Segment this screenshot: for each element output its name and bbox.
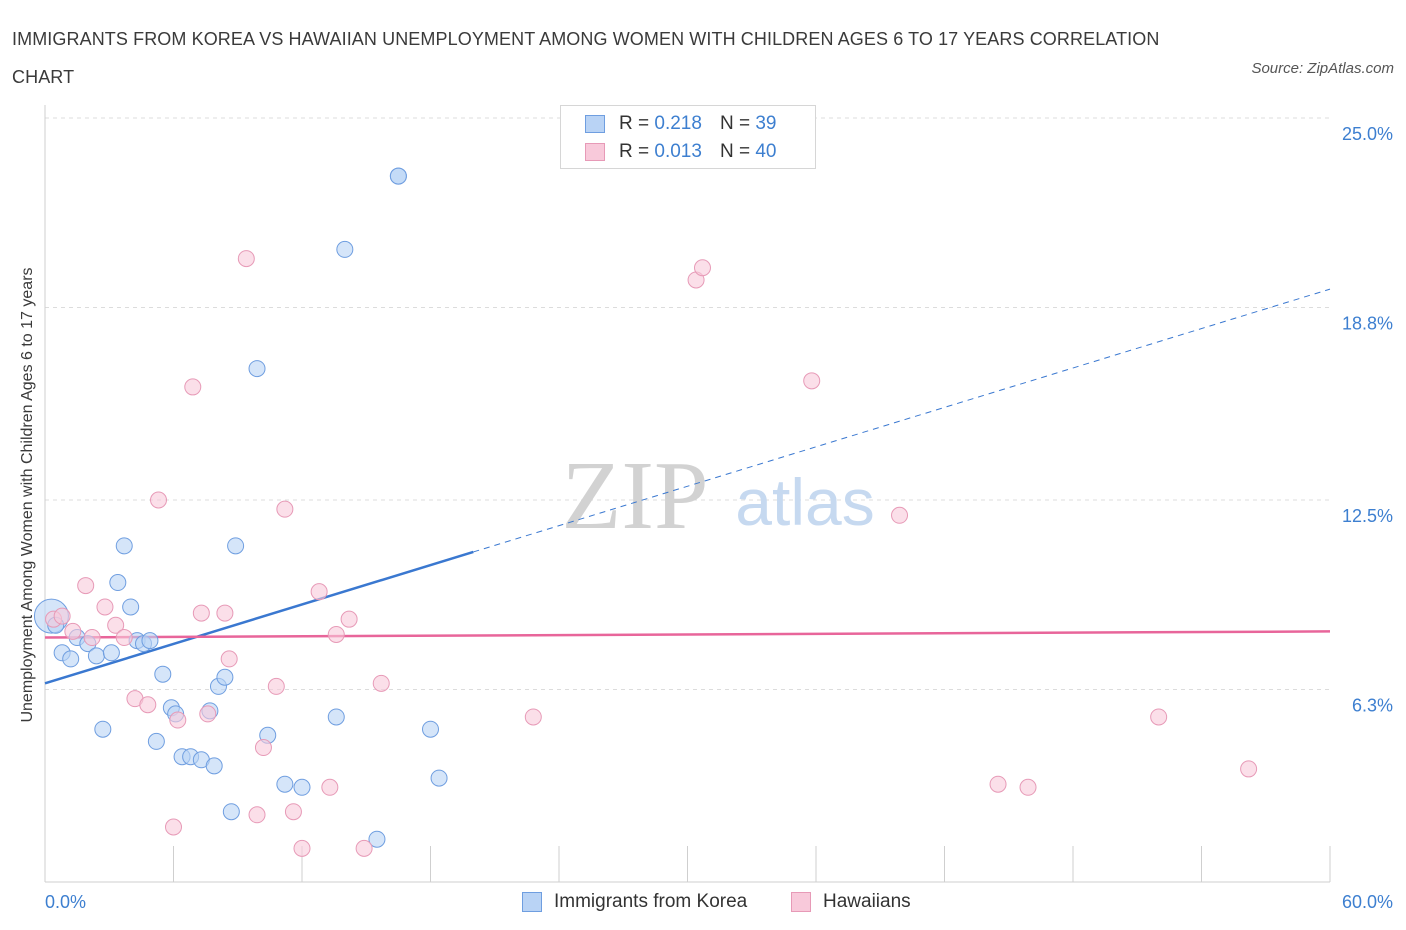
point-korea — [62, 650, 80, 668]
bottom-legend-label-hawaiians: Hawaiians — [823, 891, 911, 912]
point-hawaiians — [150, 491, 168, 509]
point-korea — [102, 644, 120, 662]
watermark: ZIP atlas — [562, 442, 875, 550]
point-korea — [336, 240, 354, 258]
x-tick-label-max: 60.0% — [1342, 892, 1393, 912]
point-hawaiians — [199, 705, 217, 723]
point-hawaiians — [96, 598, 114, 616]
point-hawaiians — [276, 500, 294, 518]
y-tick-label: 12.5% — [1342, 506, 1393, 526]
watermark-atlas: atlas — [735, 465, 874, 539]
legend-r-label: R = — [619, 141, 650, 162]
point-hawaiians — [327, 625, 345, 643]
legend-n-label: N = — [719, 141, 751, 162]
point-hawaiians — [165, 818, 182, 836]
legend-row-korea: R = 0.218 N = 39 — [585, 110, 776, 138]
point-hawaiians — [184, 378, 202, 396]
legend-n-label: N = — [719, 113, 751, 134]
point-korea — [368, 830, 386, 848]
point-korea — [205, 757, 223, 775]
bottom-legend-korea: Immigrants from Korea — [522, 889, 747, 915]
point-hawaiians — [524, 708, 542, 726]
point-hawaiians — [284, 803, 302, 821]
point-hawaiians — [254, 739, 272, 757]
point-korea — [147, 732, 165, 750]
point-hawaiians — [803, 372, 821, 390]
point-hawaiians — [1240, 760, 1258, 778]
stats-legend: R = 0.218 N = 39 R = 0.013 N = 40 — [560, 105, 816, 169]
point-korea — [94, 720, 112, 738]
point-hawaiians — [340, 610, 358, 628]
point-hawaiians — [139, 696, 157, 714]
point-hawaiians — [192, 604, 210, 622]
legend-swatch-hawaiians — [585, 143, 605, 161]
point-hawaiians — [693, 259, 711, 277]
point-korea — [216, 668, 234, 686]
watermark-zip: ZIP — [562, 442, 709, 550]
tick-labels: 6.3% 12.5% 18.8% 25.0% 0.0% 60.0% — [45, 124, 1393, 912]
point-hawaiians — [891, 506, 909, 524]
bottom-legend-swatch-korea — [522, 892, 542, 912]
legend-n-value-hawaiians: 40 — [755, 141, 777, 162]
data-points — [33, 167, 1258, 857]
chart-source: Source: ZipAtlas.com — [1251, 60, 1394, 77]
point-hawaiians — [53, 607, 71, 625]
trend-line-hawaiians — [44, 630, 1331, 639]
point-hawaiians — [310, 583, 328, 601]
chart-title: IMMIGRANTS FROM KOREA VS HAWAIIAN UNEMPL… — [12, 29, 1160, 87]
y-tick-label: 18.8% — [1342, 313, 1393, 333]
axes — [44, 105, 1331, 883]
point-korea — [248, 360, 266, 378]
bottom-legend-label-korea: Immigrants from Korea — [554, 891, 748, 912]
bottom-legend-hawaiians: Hawaiians — [791, 889, 911, 915]
y-tick-label: 6.3% — [1352, 695, 1393, 715]
point-korea — [222, 803, 240, 821]
point-hawaiians — [293, 839, 311, 857]
point-korea — [293, 778, 311, 796]
point-korea — [430, 769, 448, 787]
point-korea — [115, 537, 133, 555]
point-hawaiians — [220, 650, 238, 668]
point-hawaiians — [237, 250, 255, 268]
point-hawaiians — [1150, 708, 1168, 726]
point-korea — [141, 632, 159, 650]
point-hawaiians — [321, 778, 339, 796]
point-hawaiians — [115, 629, 133, 647]
point-hawaiians — [248, 806, 266, 824]
point-korea — [327, 708, 345, 726]
trend-line-korea — [44, 550, 474, 685]
point-hawaiians — [216, 604, 234, 622]
legend-n-value-korea: 39 — [755, 113, 777, 134]
y-tick-label: 25.0% — [1342, 124, 1393, 144]
legend-r-value-hawaiians: 0.013 — [654, 141, 702, 162]
legend-r-value-korea: 0.218 — [654, 113, 702, 134]
legend-row-hawaiians: R = 0.013 N = 40 — [585, 138, 776, 166]
point-hawaiians — [355, 839, 373, 857]
trend-lines — [44, 288, 1331, 685]
bottom-legend-swatch-hawaiians — [791, 892, 811, 912]
gridlines — [45, 117, 1330, 690]
point-hawaiians — [1019, 778, 1037, 796]
point-korea — [389, 167, 407, 185]
point-hawaiians — [83, 629, 101, 647]
point-hawaiians — [267, 677, 285, 695]
point-korea — [122, 598, 140, 616]
point-hawaiians — [64, 622, 82, 640]
x-tick-label-min: 0.0% — [45, 892, 86, 912]
legend-swatch-korea — [585, 115, 605, 133]
point-korea — [154, 665, 172, 683]
point-korea — [227, 537, 245, 555]
point-hawaiians — [989, 775, 1007, 793]
point-korea — [109, 574, 127, 592]
point-korea — [87, 647, 105, 665]
point-korea — [422, 720, 439, 738]
point-hawaiians — [169, 711, 187, 729]
legend-r-label: R = — [619, 113, 650, 134]
point-hawaiians — [77, 577, 95, 595]
point-hawaiians — [107, 616, 125, 634]
point-hawaiians — [372, 674, 390, 692]
point-korea — [276, 775, 294, 793]
